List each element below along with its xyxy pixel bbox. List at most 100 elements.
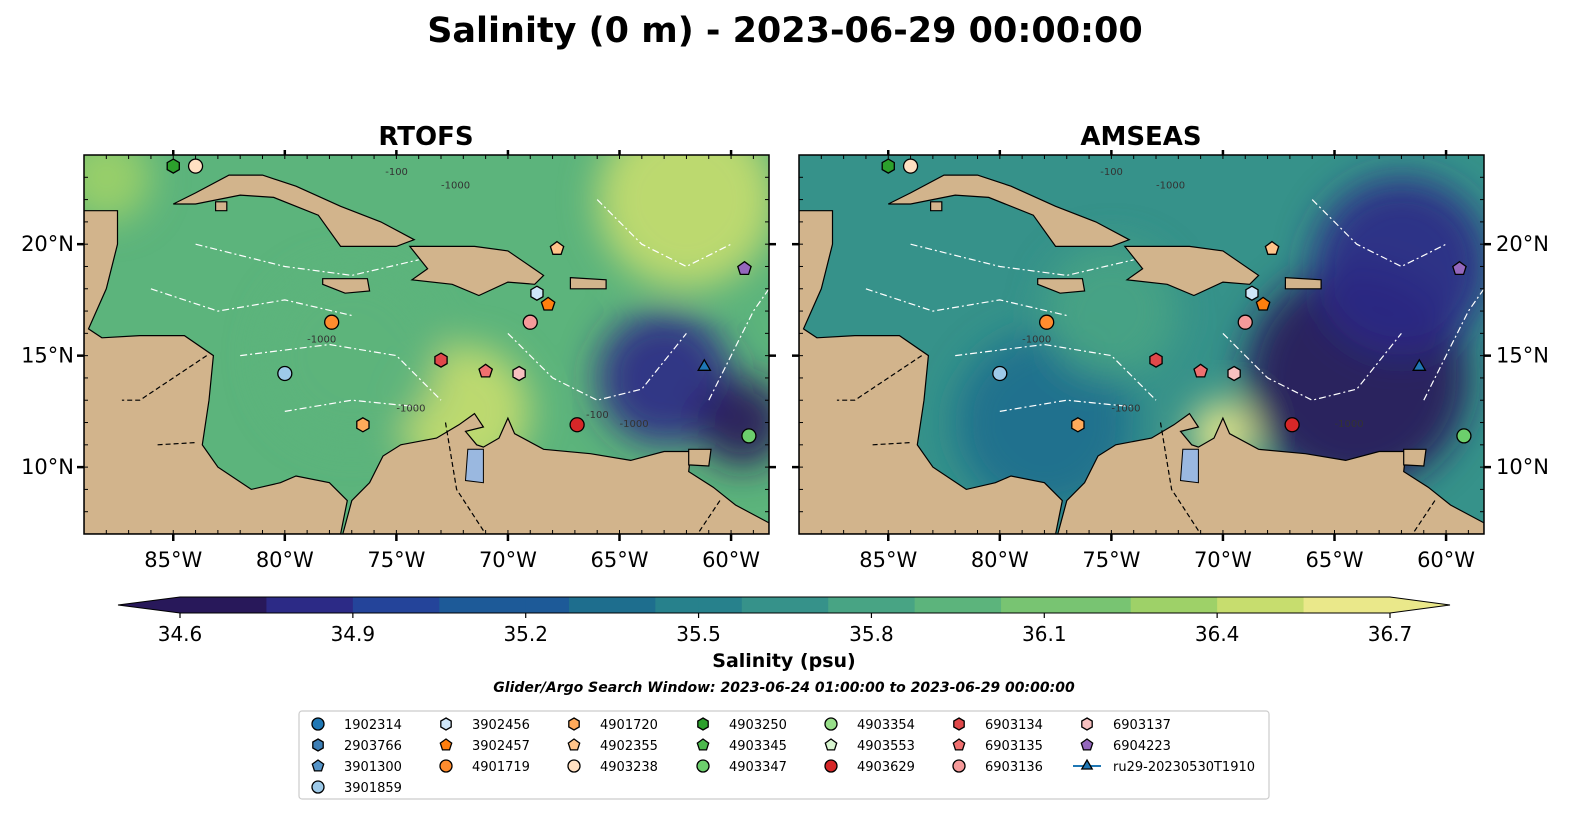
colorbar-segment [482, 597, 527, 613]
y-tick-label: 10°N [1496, 455, 1549, 479]
land-cuba [173, 174, 416, 247]
legend-marker [567, 759, 581, 773]
salinity-feature [1312, 177, 1484, 356]
legend-label: 3902457 [472, 739, 530, 754]
colorbar-segment [1260, 597, 1305, 613]
legend-label: 2903766 [344, 739, 402, 754]
salinity-feature [84, 155, 151, 222]
marker-3902456 [530, 285, 544, 301]
legend-marker [440, 717, 452, 731]
marker-4901719 [1039, 314, 1055, 330]
legend-label: 6904223 [1113, 739, 1171, 754]
colorbar-tick-label: 34.6 [158, 622, 203, 646]
panel-title-rtofs: RTOFS [378, 122, 473, 152]
contour-label: -1000 [1335, 419, 1364, 430]
colorbar-segment [568, 597, 613, 613]
colorbar-label: Salinity (psu) [712, 650, 855, 672]
legend-label: ru29-20230530T1910 [1113, 760, 1255, 775]
marker-4901719 [324, 314, 340, 330]
boundary-line [1311, 199, 1447, 268]
land-southamerica [1057, 412, 1484, 534]
colorbar-tick-label: 35.2 [503, 622, 548, 646]
marker-4903238 [187, 158, 204, 174]
lake-maracaibo [1179, 448, 1199, 484]
legend-label: 3901859 [344, 781, 402, 796]
marker-4903238 [902, 158, 919, 174]
colorbar-segment [698, 597, 743, 613]
marker-6903136 [1237, 314, 1253, 330]
y-tick-label: 15°N [1496, 344, 1549, 368]
legend-label: 6903135 [985, 739, 1043, 754]
legend-label: 3901300 [344, 760, 402, 775]
boundary-line [1222, 332, 1402, 401]
boundary-line [240, 343, 442, 401]
legend-label: 1902314 [344, 718, 402, 733]
marker-ru29-20230530T1910 [697, 358, 712, 371]
marker-6903135 [1193, 363, 1209, 378]
country-border [444, 422, 487, 534]
colorbar-segment [785, 597, 829, 613]
contour-label: -100 [586, 410, 609, 421]
marker-6903136 [522, 314, 538, 330]
country-border [872, 442, 911, 446]
figure-title: Salinity (0 m) - 2023-06-29 00:00:00 [427, 11, 1143, 51]
marker-3902457 [540, 296, 556, 311]
legend-label: 4901720 [600, 718, 658, 733]
land-southamerica [342, 412, 769, 534]
legend: 1902314 2903766 3901300 3901859 3902456 39024… [298, 710, 1270, 800]
colorbar-extend-max [1390, 597, 1450, 613]
legend-marker [1080, 758, 1094, 770]
x-tick-label: 65°W [1306, 548, 1364, 572]
contour-label: -1000 [307, 334, 336, 345]
land-puertorico [1284, 276, 1322, 290]
map-frame [798, 154, 1485, 535]
colorbar-segment [612, 597, 656, 613]
legend-marker [312, 738, 324, 752]
colorbar-tick-label: 34.9 [331, 622, 376, 646]
colorbar-segment [828, 597, 873, 613]
colorbar-segment [741, 597, 786, 613]
marker-4903250 [166, 158, 180, 174]
boundary-line [910, 243, 1134, 277]
land-jamaica [1037, 278, 1086, 294]
colorbar-segment [957, 597, 1002, 613]
boundary-line [596, 199, 732, 268]
salinity-feature [597, 311, 732, 445]
legend-label: 4901719 [472, 760, 530, 775]
map-panel-rtofs: RTOFS -100 -1000 -1000 -1000 -1000 -100 85°W 80… [21, 122, 776, 572]
country-border [1159, 422, 1202, 534]
map-frame [83, 154, 770, 535]
map-panel-amseas: AMSEAS -100 -1000 -1000 -1000 -1000 85°W 80°W 7… [792, 122, 1549, 572]
marker-ru29-20230530T1910 [1412, 358, 1427, 371]
colorbar-segment [655, 597, 700, 613]
legend-marker [439, 759, 453, 773]
legend-marker [568, 717, 580, 731]
legend-label: 3902456 [472, 718, 530, 733]
colorbar-segment [1044, 597, 1089, 613]
x-tick-label: 75°W [1082, 548, 1140, 572]
x-tick-label: 70°W [479, 548, 537, 572]
marker-3901859 [277, 365, 293, 382]
legend-marker [953, 717, 965, 731]
colorbar-segment [1173, 597, 1218, 613]
country-border [157, 442, 196, 446]
colorbar-segment [1001, 597, 1045, 613]
land-central [799, 210, 1063, 534]
salinity-feature [597, 155, 769, 289]
x-tick-label: 70°W [1194, 548, 1252, 572]
legend-marker [696, 738, 710, 751]
land-trinidad [688, 448, 712, 467]
legend-marker [567, 738, 581, 751]
colorbar-segment [223, 597, 268, 613]
land-hispaniola [1123, 245, 1260, 297]
land-isle_pines [929, 201, 943, 212]
y-tick-label: 10°N [21, 455, 74, 479]
colorbar-segment [309, 597, 354, 613]
marker-6904223 [1452, 260, 1467, 276]
land-puertorico [569, 276, 607, 290]
boundary-line [507, 332, 687, 401]
legend-marker [696, 759, 710, 773]
legend-label: 4903345 [729, 739, 787, 754]
land-trinidad [1403, 448, 1427, 467]
